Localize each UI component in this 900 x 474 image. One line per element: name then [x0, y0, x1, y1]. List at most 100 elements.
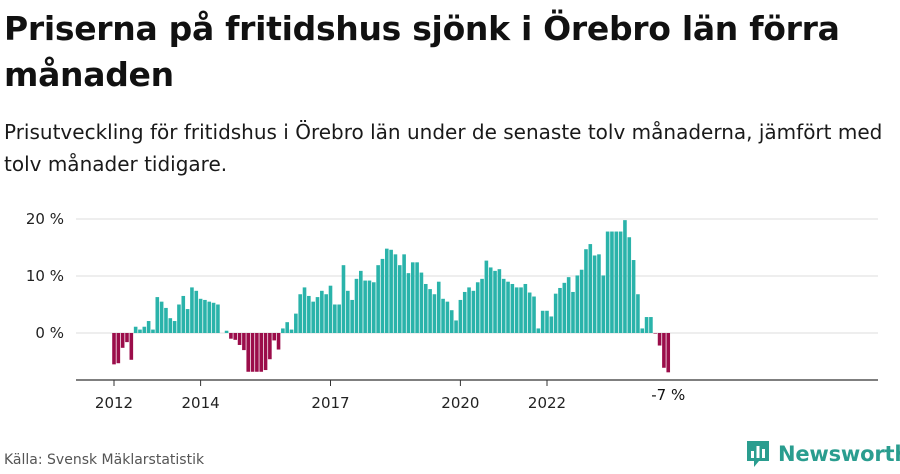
bar: [493, 270, 497, 333]
x-tick-label: 2014: [182, 394, 220, 412]
y-tick-label: 0 %: [35, 324, 64, 342]
bar: [527, 292, 532, 333]
x-tick-label: 2022: [528, 394, 566, 412]
bar: [116, 333, 121, 364]
bar: [614, 231, 619, 333]
bar: [285, 322, 289, 333]
bar: [346, 290, 350, 333]
bar: [631, 260, 636, 333]
bar: [237, 333, 242, 345]
bar: [445, 301, 450, 333]
bar: [428, 289, 432, 333]
bar: [558, 287, 562, 333]
bar: [333, 304, 337, 333]
bar: [384, 248, 389, 333]
bar: [367, 280, 372, 333]
bar: [553, 293, 558, 333]
bar: [337, 304, 341, 333]
bar: [203, 299, 207, 333]
bar: [250, 333, 255, 372]
bar: [129, 333, 134, 360]
brand[interactable]: Newsworthy: [746, 440, 900, 468]
bar: [146, 321, 151, 333]
bar: [216, 304, 220, 333]
bar: [432, 294, 437, 333]
bar: [328, 285, 333, 333]
bar: [181, 295, 186, 333]
bar: [475, 282, 480, 333]
y-axis: 0 % 10 % 20 %: [26, 210, 64, 342]
bar: [294, 313, 298, 333]
last-value-label: -7 %: [651, 386, 685, 404]
bar: [566, 277, 571, 333]
bar: [462, 291, 467, 333]
bars: [112, 220, 671, 373]
bar: [536, 328, 541, 333]
bar: [436, 281, 441, 333]
bar: [190, 287, 194, 333]
bar: [151, 329, 155, 333]
bar: [307, 295, 311, 333]
bar: [155, 297, 160, 333]
bar: [506, 281, 510, 333]
bar: [649, 317, 653, 333]
bar: [138, 329, 142, 333]
bar: [255, 333, 259, 372]
bar: [281, 328, 285, 333]
bar: [229, 333, 233, 339]
bar: [233, 333, 238, 340]
bar: [458, 299, 463, 333]
bar: [549, 316, 554, 333]
bar: [389, 249, 393, 333]
bar: [662, 333, 666, 368]
bar: [125, 333, 129, 343]
newsworthy-logo-icon: [747, 441, 769, 467]
bar: [449, 310, 454, 333]
bar: [618, 231, 623, 333]
bar: [497, 269, 502, 333]
bar: [571, 291, 575, 333]
bar: [263, 333, 268, 371]
bar: [289, 329, 294, 333]
page-subtitle: Prisutveckling för fritidshus i Örebro l…: [4, 120, 883, 176]
bar: [272, 333, 277, 341]
x-tick-label: 2020: [441, 394, 479, 412]
y-tick-label: 20 %: [26, 210, 64, 228]
bar: [501, 278, 506, 333]
bar: [302, 287, 307, 333]
source-note: Källa: Svensk Mäklarstatistik: [4, 452, 205, 468]
bar: [172, 321, 177, 333]
page-title: Priserna på fritidshus sjönk i Örebro lä…: [4, 9, 840, 94]
bar: [194, 290, 199, 333]
bar: [298, 294, 302, 333]
bar: [242, 333, 246, 351]
bar: [246, 333, 251, 372]
x-axis: 2012 2014 2017 2020 2022: [76, 379, 878, 412]
bar: [224, 330, 229, 333]
bar: [592, 255, 597, 333]
bar: [454, 320, 458, 333]
bar: [259, 333, 264, 372]
bar: [484, 260, 489, 333]
bar: [627, 237, 632, 333]
bar: [359, 270, 363, 333]
bar: [211, 302, 216, 333]
bar: [597, 254, 601, 333]
bar: [610, 231, 614, 333]
bar: [402, 254, 406, 333]
bar: [605, 231, 610, 333]
bar: [311, 301, 315, 333]
bar: [488, 267, 493, 333]
bar: [514, 287, 519, 333]
bar: [467, 287, 471, 333]
bar: [276, 333, 281, 350]
bar: [376, 265, 380, 333]
bar: [164, 307, 168, 333]
bar: [397, 265, 402, 333]
bar: [350, 299, 354, 333]
bar: [441, 298, 445, 333]
brand-name: Newsworthy: [778, 442, 900, 466]
bar: [198, 298, 203, 333]
bar: [562, 282, 567, 333]
bar: [666, 333, 671, 373]
